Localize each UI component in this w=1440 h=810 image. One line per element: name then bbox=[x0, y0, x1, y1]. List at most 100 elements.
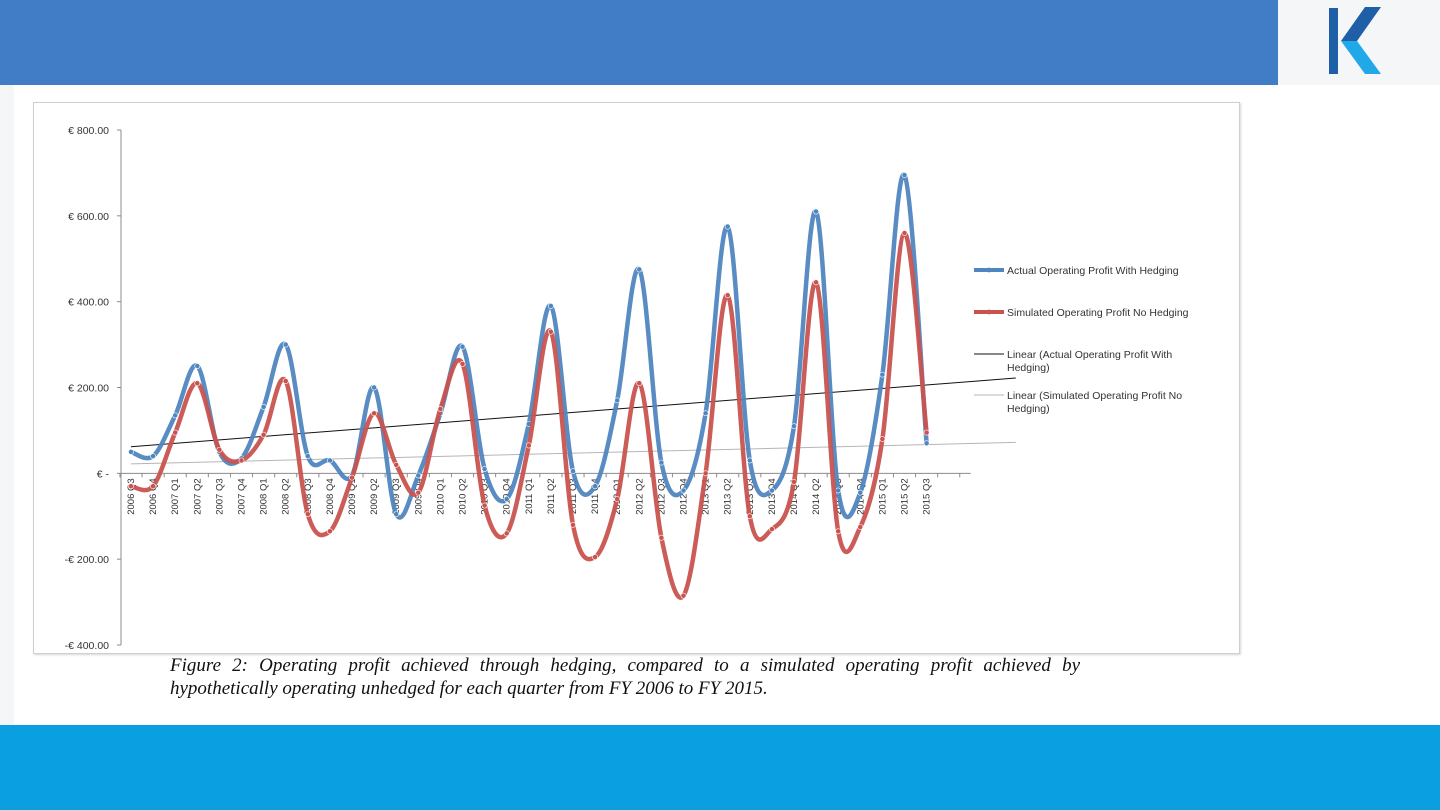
legend-marker bbox=[986, 309, 992, 315]
x-tick-label: 2008 Q4 bbox=[325, 478, 336, 514]
x-tick-label: 2012 Q4 bbox=[679, 478, 690, 514]
data-point-actual bbox=[326, 457, 333, 464]
data-point-simulated bbox=[879, 436, 886, 442]
data-point-actual bbox=[548, 303, 554, 309]
y-tick-label: € - bbox=[97, 468, 110, 480]
left-margin bbox=[0, 85, 14, 725]
data-point-simulated bbox=[282, 378, 289, 384]
logo-panel bbox=[1278, 0, 1440, 85]
x-tick-label: 2010 Q1 bbox=[435, 478, 446, 514]
x-tick-label: 2014 Q1 bbox=[789, 478, 800, 514]
data-point-actual bbox=[614, 397, 621, 404]
chart-frame: € 800.00 € 600.00 € 400.00 € 200.00 € - -€ 20… bbox=[33, 102, 1240, 654]
x-tick-label: 2013 Q4 bbox=[767, 478, 778, 514]
data-point-simulated bbox=[349, 474, 355, 481]
x-tick-label: 2006 Q4 bbox=[148, 478, 159, 514]
data-point-simulated bbox=[393, 461, 400, 468]
data-point-actual bbox=[282, 341, 289, 348]
legend-label: Linear (Actual Operating Profit With Hedg… bbox=[1007, 349, 1172, 374]
y-tick-label: € 600.00 bbox=[68, 211, 109, 223]
data-point-simulated bbox=[238, 457, 245, 464]
data-point-actual bbox=[481, 466, 488, 472]
right-margin bbox=[1265, 85, 1440, 725]
data-point-simulated bbox=[150, 483, 156, 490]
data-point-simulated bbox=[304, 511, 311, 518]
data-point-simulated bbox=[128, 483, 134, 490]
data-point-simulated bbox=[636, 380, 643, 387]
x-tick-label: 2011 Q2 bbox=[546, 478, 557, 514]
data-point-actual bbox=[172, 412, 179, 419]
x-tick-label: 2009 Q1 bbox=[347, 478, 358, 514]
data-point-simulated bbox=[459, 360, 466, 367]
data-point-simulated bbox=[724, 292, 731, 299]
x-tick-label: 2014 Q2 bbox=[811, 478, 822, 514]
x-tick-label: 2011 Q1 bbox=[524, 478, 535, 514]
x-tick-label: 2008 Q3 bbox=[303, 478, 314, 514]
data-point-simulated bbox=[570, 521, 576, 528]
data-point-simulated bbox=[680, 592, 687, 599]
x-tick-label: 2009 Q3 bbox=[391, 478, 402, 514]
data-point-simulated bbox=[172, 429, 179, 436]
data-point-actual bbox=[857, 489, 864, 496]
legend-label: Simulated Operating Profit No Hedging bbox=[1007, 307, 1189, 319]
data-point-simulated bbox=[592, 554, 598, 560]
x-tick-label: 2015 Q3 bbox=[922, 478, 933, 514]
data-point-actual bbox=[393, 511, 400, 518]
data-point-simulated bbox=[548, 328, 554, 335]
data-point-actual bbox=[680, 487, 687, 494]
x-tick-label: 2007 Q1 bbox=[170, 478, 181, 514]
x-tick-label: 2015 Q1 bbox=[877, 478, 888, 514]
x-tick-label: 2012 Q3 bbox=[656, 478, 667, 514]
data-point-simulated bbox=[503, 530, 510, 537]
legend-label: Actual Operating Profit With Hedging bbox=[1007, 265, 1179, 277]
data-point-actual bbox=[570, 468, 576, 475]
data-point-simulated bbox=[260, 431, 267, 438]
data-point-actual bbox=[592, 483, 598, 490]
data-point-simulated bbox=[371, 410, 377, 417]
x-tick-label: 2011 Q3 bbox=[568, 478, 579, 514]
y-tick-label: -€ 200.00 bbox=[65, 554, 110, 566]
data-point-simulated bbox=[835, 528, 842, 535]
data-point-simulated bbox=[923, 429, 930, 436]
x-tick-label: 2010 Q3 bbox=[480, 478, 491, 514]
data-point-actual bbox=[503, 496, 510, 502]
data-point-actual bbox=[769, 487, 775, 494]
x-tick-label: 2013 Q3 bbox=[745, 478, 756, 514]
data-point-simulated bbox=[216, 446, 223, 453]
trendline-simulated bbox=[130, 441, 1016, 465]
footer-bar bbox=[0, 725, 1440, 810]
x-tick-label: 2008 Q1 bbox=[259, 478, 270, 514]
data-point-actual bbox=[415, 472, 422, 479]
data-point-actual bbox=[194, 363, 201, 369]
data-point-simulated bbox=[857, 524, 864, 530]
x-tick-label: 2009 Q4 bbox=[413, 478, 424, 514]
x-tick-label: 2013 Q1 bbox=[701, 478, 712, 514]
data-point-simulated bbox=[769, 526, 775, 533]
y-tick-label: -€ 400.00 bbox=[65, 640, 110, 652]
data-point-simulated bbox=[481, 502, 488, 509]
y-tick-label: € 200.00 bbox=[68, 383, 109, 395]
data-point-actual bbox=[901, 172, 908, 178]
data-point-simulated bbox=[525, 442, 532, 449]
x-tick-label: 2006 Q3 bbox=[126, 478, 137, 514]
figure-caption: Figure 2: Operating profit achieved thro… bbox=[170, 655, 1080, 699]
operating-profit-chart: € 800.00 € 600.00 € 400.00 € 200.00 € - -€ 20… bbox=[65, 125, 1189, 652]
x-tick-label: 2015 Q2 bbox=[900, 478, 911, 514]
data-point-simulated bbox=[702, 470, 709, 477]
data-point-actual bbox=[813, 208, 819, 215]
trendline-actual bbox=[130, 377, 1016, 448]
data-point-simulated bbox=[614, 496, 621, 502]
legend-marker bbox=[986, 267, 992, 273]
data-point-simulated bbox=[326, 528, 333, 535]
data-point-actual bbox=[371, 384, 377, 391]
x-tick-label: 2009 Q2 bbox=[369, 478, 380, 514]
x-tick-label: 2007 Q2 bbox=[192, 478, 203, 514]
data-point-actual bbox=[791, 423, 797, 430]
data-point-actual bbox=[128, 448, 134, 455]
data-point-actual bbox=[636, 266, 643, 273]
data-point-actual bbox=[459, 343, 466, 350]
y-tick-label: € 400.00 bbox=[68, 297, 109, 309]
data-point-simulated bbox=[791, 479, 797, 485]
data-point-actual bbox=[260, 403, 267, 410]
data-point-simulated bbox=[658, 534, 665, 541]
